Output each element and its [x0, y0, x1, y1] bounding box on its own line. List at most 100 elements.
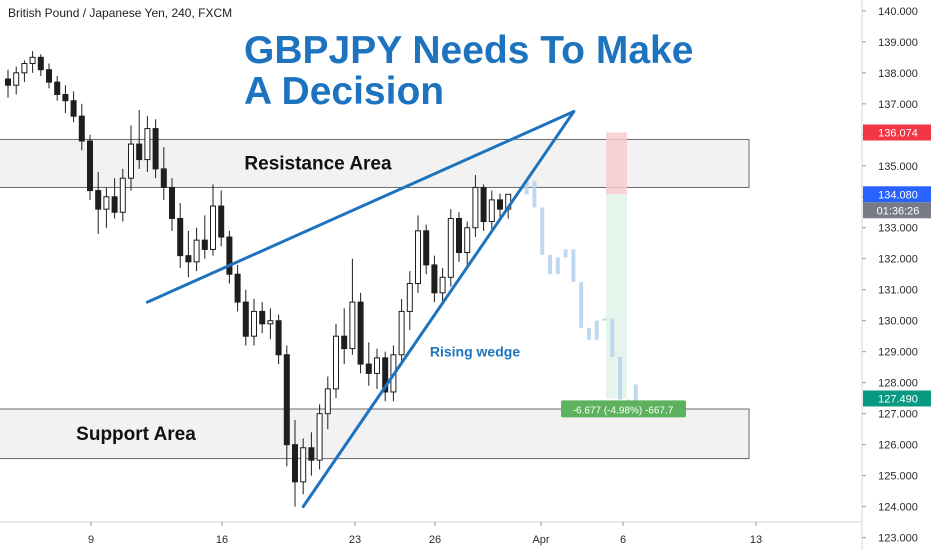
projected-bar — [610, 318, 615, 357]
countdown-badge-text: 01:36:26 — [877, 205, 920, 217]
candle-body-bear — [111, 196, 118, 213]
support-area-label: Support Area — [76, 424, 196, 445]
candle — [267, 308, 274, 340]
candle-body-bear — [37, 56, 44, 71]
candle-body-bear — [242, 301, 249, 337]
x-tick-label: 16 — [216, 534, 228, 546]
candle-body-bull — [415, 230, 421, 285]
candle — [480, 184, 487, 231]
candle-body-bear — [54, 81, 61, 96]
candle — [210, 184, 216, 256]
y-tick-label: 123.000 — [878, 533, 918, 545]
candle-body-bull — [144, 128, 151, 161]
candle-body-bear — [480, 186, 487, 223]
x-tick-label: 13 — [750, 534, 762, 546]
y-tick-label: 127.000 — [878, 409, 918, 421]
y-tick-label: 124.000 — [878, 502, 918, 514]
y-tick-label: 128.000 — [878, 378, 918, 390]
candle — [13, 66, 20, 95]
candle — [365, 342, 372, 386]
candle — [185, 230, 192, 278]
candle-body-bull — [439, 276, 446, 294]
candle — [472, 175, 479, 238]
projected-bar — [563, 249, 568, 258]
candle — [119, 168, 126, 222]
candle — [29, 51, 36, 73]
x-tick-label: 9 — [88, 534, 94, 546]
candle-body-bear — [87, 140, 93, 192]
candle-body-bear — [218, 205, 225, 238]
projected-bar — [532, 181, 537, 208]
projected-bar — [633, 384, 638, 405]
symbol-title: British Pound / Japanese Yen, 240, FXCM — [8, 6, 233, 20]
candle — [177, 202, 184, 269]
candle — [169, 178, 175, 231]
candle-body-bear — [423, 230, 430, 266]
candle — [292, 419, 298, 507]
headline-line-1: GBPJPY Needs To Make — [244, 29, 694, 72]
x-tick-label: Apr — [532, 534, 549, 546]
stop-price-badge-text: 127.490 — [878, 393, 918, 405]
y-tick-label: 133.000 — [878, 223, 918, 235]
stop-price-badge-bg — [863, 390, 931, 407]
x-tick-label: 6 — [620, 534, 626, 546]
candle — [234, 264, 241, 312]
candle-body-bull — [447, 217, 454, 278]
y-tick-label: 125.000 — [878, 471, 918, 483]
candle — [128, 125, 134, 191]
candle — [283, 345, 290, 467]
candle-body-bull — [300, 447, 307, 483]
candle — [259, 302, 266, 334]
candle — [423, 224, 430, 275]
y-tick-label: 135.000 — [878, 161, 918, 173]
candle-body-bear — [259, 310, 266, 325]
candle-body-bull — [488, 199, 495, 223]
stop-risk-zone — [606, 132, 627, 195]
candle — [103, 187, 110, 228]
candles-layer — [5, 51, 512, 507]
candle — [497, 193, 503, 219]
candle-body-bull — [472, 186, 479, 229]
y-tick-label: 140.000 — [878, 6, 918, 18]
y-tick-label: 129.000 — [878, 347, 918, 359]
candle-body-bull — [210, 205, 216, 250]
candle-body-bear — [78, 115, 85, 142]
target-price-badge-bg — [863, 124, 931, 141]
candle-body-bear — [152, 128, 159, 170]
measure-label-text: -6.677 (-4.98%) -667.7 — [573, 405, 674, 416]
y-tick-label: 126.000 — [878, 440, 918, 452]
candle-body-bear — [95, 190, 102, 210]
candle-body-bull — [103, 196, 110, 210]
candle — [447, 209, 454, 287]
candle — [406, 271, 413, 330]
candle — [78, 103, 85, 151]
candle-body-bear — [136, 143, 143, 161]
candle — [324, 376, 331, 430]
candle-body-bear — [275, 320, 282, 356]
candle-body-bull — [251, 310, 257, 337]
candle-body-bull — [29, 56, 36, 65]
chart-headline: GBPJPY Needs To Make A Decision — [244, 30, 764, 112]
candle — [70, 91, 77, 123]
candle — [193, 227, 200, 272]
candle — [54, 75, 61, 101]
projected-bar — [602, 318, 607, 321]
candle — [456, 212, 462, 262]
candle — [160, 147, 167, 200]
projected-bar — [618, 356, 623, 400]
candle-body-bear — [46, 69, 52, 83]
x-axis: 9 16 23 26 Apr 6 13 — [88, 522, 762, 546]
candle-body-bear — [283, 354, 290, 446]
x-tick-label: 23 — [349, 534, 361, 546]
candle-body-bear — [177, 217, 184, 257]
y-axis: 123.000 124.000 125.000 126.000 127.000 128.0… — [862, 6, 918, 545]
wedge-upper-line — [145, 110, 576, 304]
y-tick-label: 139.000 — [878, 37, 918, 49]
candle-body-bear — [292, 444, 298, 483]
candle-body-bull — [21, 63, 28, 74]
projected-bar — [548, 254, 553, 275]
candle — [439, 268, 446, 303]
candle-body-bear — [431, 264, 438, 294]
candle — [144, 116, 151, 172]
